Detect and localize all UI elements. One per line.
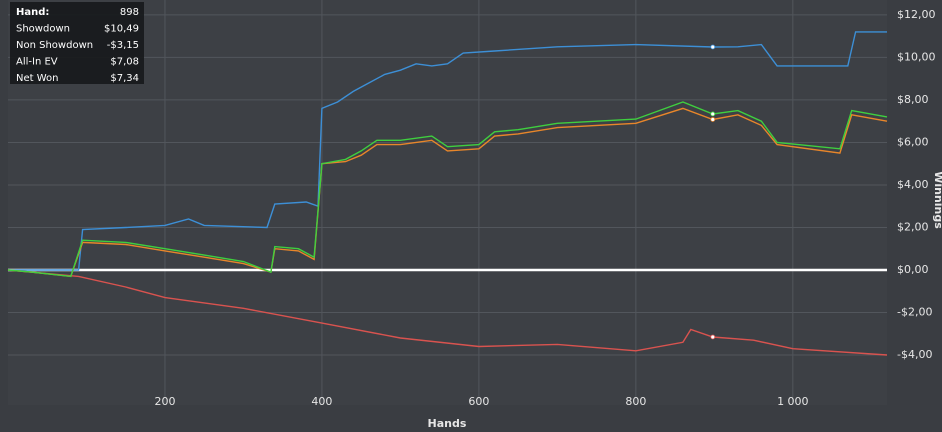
- y-tick-label: $12,00: [897, 8, 936, 21]
- series-line: [7, 101, 888, 278]
- tooltip-value: $10,49: [104, 24, 139, 35]
- x-tick-label: 800: [625, 395, 646, 408]
- tooltip-label: Hand:: [16, 7, 49, 18]
- y-tick-label: $4,00: [897, 178, 929, 191]
- tooltip-label: All-In EV: [16, 57, 58, 68]
- tooltip-value: 898: [120, 7, 139, 18]
- tooltip-box: [10, 2, 144, 84]
- highlight-point: [710, 334, 716, 340]
- tooltip-label: Showdown: [16, 24, 70, 35]
- x-axis-label: Hands: [428, 417, 467, 430]
- highlight-point: [710, 44, 716, 50]
- highlight-point: [710, 111, 716, 117]
- tooltip: Hand: 898 Showdown $10,49 Non Showdown -$3,15…: [10, 2, 144, 84]
- y-tick-label: -$2,00: [897, 306, 932, 319]
- y-tick-label: $10,00: [897, 50, 936, 63]
- y-axis-label: Winnings: [932, 171, 942, 229]
- series-line: [7, 107, 888, 278]
- tooltip-value: $7,08: [110, 57, 139, 68]
- y-tick-label: $0,00: [897, 263, 929, 276]
- y-tick-label: $8,00: [897, 93, 929, 106]
- x-tick-label: 600: [468, 395, 489, 408]
- y-tick-label: -$4,00: [897, 348, 932, 361]
- tooltip-label: Non Showdown: [16, 40, 93, 51]
- x-tick-label: 400: [311, 395, 332, 408]
- x-tick-label: 1 000: [777, 395, 809, 408]
- tooltip-label: Net Won: [16, 73, 59, 84]
- plot-area: [8, 0, 887, 405]
- x-tick-label: 200: [154, 395, 175, 408]
- series-line: [8, 31, 887, 271]
- tooltip-value: -$3,15: [107, 40, 139, 51]
- tooltip-value: $7,34: [110, 73, 139, 84]
- y-tick-label: $2,00: [897, 220, 929, 233]
- series-line: [7, 269, 888, 356]
- y-tick-label: $6,00: [897, 135, 929, 148]
- highlight-point: [710, 117, 716, 122]
